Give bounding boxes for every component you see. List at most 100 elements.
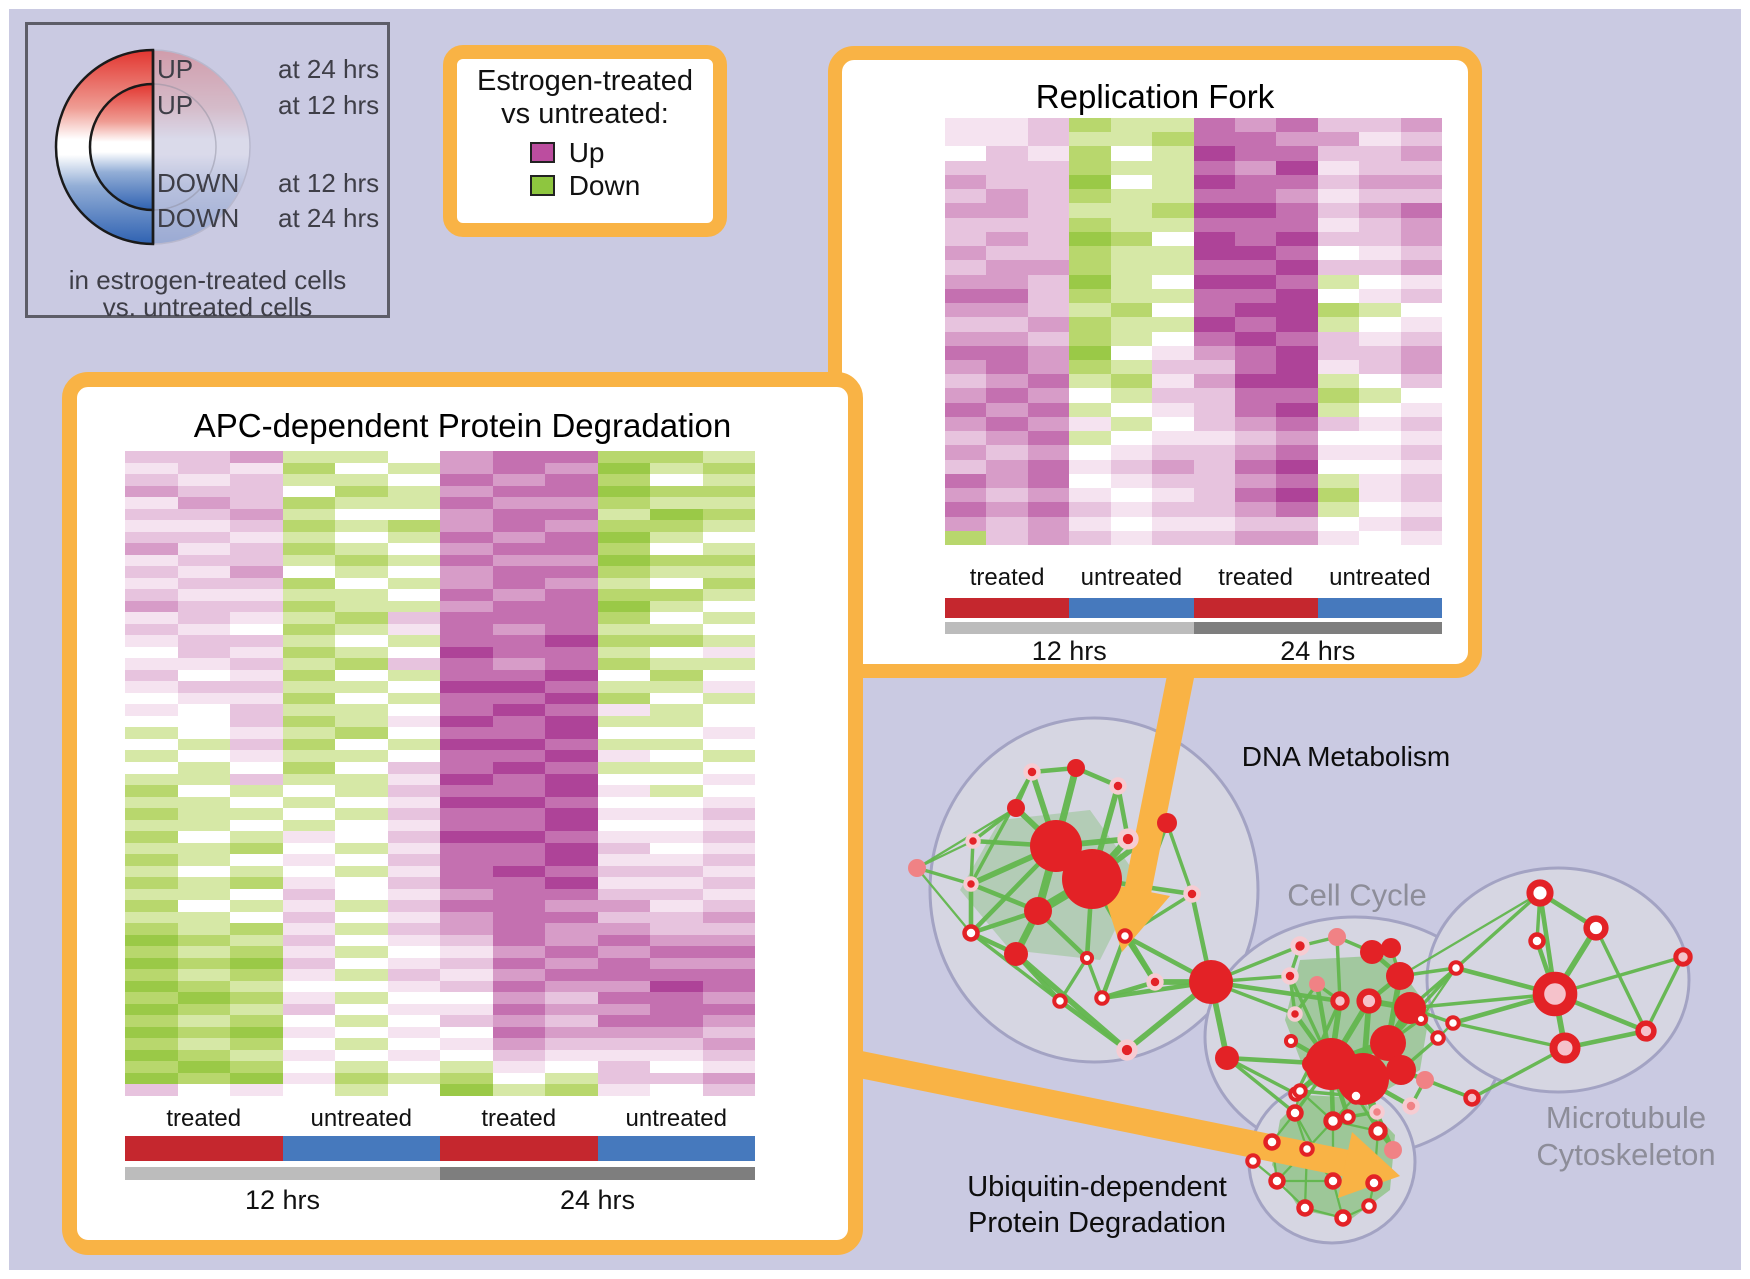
legend-caption-line1: in estrogen-treated cells bbox=[68, 265, 347, 295]
heatmap-cell bbox=[1069, 502, 1111, 517]
heatmap-cell bbox=[177, 865, 230, 878]
heatmap-cell bbox=[177, 623, 230, 636]
heatmap-cell bbox=[650, 692, 703, 705]
heatmap-cell bbox=[492, 1015, 545, 1027]
heatmap-cell bbox=[1069, 402, 1111, 417]
heatmap-cell bbox=[650, 577, 703, 590]
heatmap-cell bbox=[545, 1003, 598, 1016]
heatmap-cell bbox=[1234, 473, 1277, 489]
heatmap-cell bbox=[177, 969, 230, 981]
heatmap-cell bbox=[1400, 402, 1442, 417]
heatmap-cell bbox=[1234, 174, 1277, 190]
network-edge bbox=[1335, 935, 1342, 1003]
heatmap-cell bbox=[1359, 345, 1401, 360]
heatmap-cell bbox=[440, 589, 493, 601]
heatmap-cell bbox=[1152, 431, 1194, 446]
heatmap-cell bbox=[335, 451, 388, 463]
gene-node bbox=[1189, 960, 1233, 1004]
heatmap-cell bbox=[1234, 502, 1277, 517]
heatmap-cell bbox=[282, 485, 335, 498]
heatmap-cell bbox=[1359, 473, 1401, 489]
condition-color-bars bbox=[945, 598, 1442, 618]
heatmap-cell bbox=[125, 669, 178, 682]
condition-label: treated bbox=[481, 1105, 557, 1132]
heatmap-cell bbox=[1359, 231, 1401, 247]
heatmap-cell bbox=[1400, 203, 1442, 218]
heatmap-cell bbox=[440, 888, 493, 901]
heatmap-cell bbox=[492, 1072, 545, 1085]
heatmap-cell bbox=[1276, 502, 1318, 517]
heatmap-cell bbox=[1317, 402, 1360, 417]
heatmap-cell bbox=[545, 738, 598, 751]
heatmap-cell bbox=[1193, 217, 1235, 232]
gene-node bbox=[1583, 915, 1609, 941]
heatmap-cell bbox=[545, 1061, 598, 1073]
heatmap-cell bbox=[1027, 473, 1070, 489]
heatmap-cell bbox=[282, 808, 335, 820]
heatmap-cell bbox=[1359, 303, 1401, 318]
heatmap-cell bbox=[282, 957, 335, 970]
heatmap-cell bbox=[1193, 488, 1235, 503]
heatmap-cell bbox=[1276, 402, 1318, 417]
heatmap-cell bbox=[492, 1084, 545, 1096]
heatmap-cell bbox=[1317, 118, 1360, 133]
heatmap-cell bbox=[440, 842, 493, 855]
heatmap-cell bbox=[282, 888, 335, 901]
heatmap-cell bbox=[945, 488, 987, 503]
heatmap-cell bbox=[986, 203, 1028, 218]
replication-fork-panel: Replication Fork treated untreated treated… bbox=[828, 46, 1482, 678]
heatmap-cell bbox=[1152, 274, 1194, 289]
heatmap-cell bbox=[1152, 502, 1194, 517]
heatmap-cell bbox=[387, 750, 440, 762]
heatmap-cell bbox=[1359, 274, 1401, 289]
heatmap-cell bbox=[440, 554, 493, 567]
heatmap-cell bbox=[387, 761, 440, 774]
heatmap-cell bbox=[702, 554, 755, 567]
heatmap-cell bbox=[1317, 203, 1360, 218]
heatmap-cell bbox=[492, 923, 545, 935]
heatmap-cell bbox=[177, 566, 230, 578]
condition-label: untreated bbox=[1080, 564, 1183, 591]
heatmap-cell bbox=[440, 1026, 493, 1039]
heatmap-cell bbox=[986, 388, 1028, 403]
heatmap-cell bbox=[230, 531, 283, 544]
heatmap-cell bbox=[1193, 445, 1235, 460]
heatmap-cell bbox=[230, 1015, 283, 1027]
heatmap-cell bbox=[702, 1084, 755, 1096]
condition-labels: treated untreated treated untreated bbox=[125, 1105, 755, 1133]
heatmap-cell bbox=[650, 761, 703, 774]
heatmap-cell bbox=[1234, 274, 1277, 289]
heatmap-cell bbox=[1234, 530, 1277, 545]
heatmap-cell bbox=[387, 554, 440, 567]
cluster-label-dna-metabolism: DNA Metabolism bbox=[1241, 741, 1451, 772]
heatmap-cell bbox=[125, 612, 178, 624]
heatmap-cell bbox=[650, 888, 703, 901]
heatmap-cell bbox=[440, 669, 493, 682]
heatmap-cell bbox=[387, 612, 440, 624]
heatmap-cell bbox=[1027, 203, 1070, 218]
heatmap-cell bbox=[1400, 160, 1442, 175]
heatmap-cell bbox=[986, 160, 1028, 175]
heatmap-cell bbox=[125, 819, 178, 832]
heatmap-cell bbox=[492, 554, 545, 567]
heatmap-cell bbox=[177, 508, 230, 521]
heatmap-cell bbox=[230, 600, 283, 613]
time-label: at 12 hrs bbox=[278, 168, 380, 198]
heatmap-cell bbox=[230, 623, 283, 636]
heatmap-cell bbox=[230, 1084, 283, 1096]
heatmap-cell bbox=[1110, 416, 1153, 432]
heatmap-cell bbox=[335, 888, 388, 901]
heatmap-cell bbox=[335, 600, 388, 613]
heatmap-cell bbox=[986, 402, 1028, 417]
heatmap-cell bbox=[597, 612, 650, 624]
heatmap-cell bbox=[1193, 231, 1235, 247]
heatmap-cell bbox=[545, 635, 598, 647]
heatmap-cell bbox=[440, 497, 493, 509]
heatmap-cell bbox=[545, 761, 598, 774]
heatmap-cell bbox=[1359, 374, 1401, 389]
heatmap-cell bbox=[230, 796, 283, 809]
heatmap-cell bbox=[230, 554, 283, 567]
heatmap-cell bbox=[1400, 231, 1442, 247]
heatmap-cell bbox=[387, 508, 440, 521]
